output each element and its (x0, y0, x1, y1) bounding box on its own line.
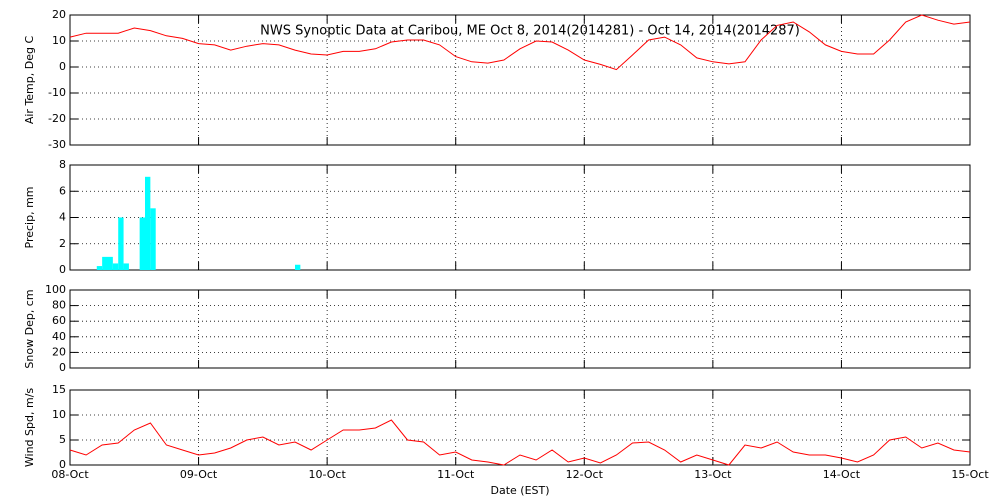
chart-title: NWS Synoptic Data at Caribou, ME Oct 8, … (260, 24, 800, 39)
y-axis-label: Air Temp, Deg C (23, 36, 36, 125)
y-tick-label: 0 (59, 60, 66, 73)
x-tick-label: 14-Oct (823, 468, 861, 481)
bar (107, 256, 113, 270)
plot-frame (69, 164, 971, 271)
data-line (69, 14, 971, 71)
y-tick-label: 40 (52, 330, 66, 343)
bar (295, 264, 301, 270)
bar (123, 263, 129, 270)
bar (96, 266, 103, 270)
x-tick-label: 10-Oct (308, 468, 346, 481)
x-axis-label: Date (EST) (490, 484, 549, 497)
bar (145, 176, 151, 270)
y-tick-label: 2 (59, 237, 66, 250)
y-tick-label: -10 (48, 86, 66, 99)
y-tick-label: 0 (59, 458, 66, 471)
plot-frame (69, 389, 971, 466)
y-tick-label: -30 (48, 138, 66, 151)
plot-frame (69, 289, 971, 369)
x-tick-label: 15-Oct (951, 468, 989, 481)
plot-frame (69, 14, 971, 146)
y-tick-label: -20 (48, 112, 66, 125)
y-tick-label: 0 (59, 361, 66, 374)
y-tick-label: 6 (59, 184, 66, 197)
y-axis-label: Precip, mm (23, 187, 36, 249)
y-tick-label: 8 (59, 158, 66, 171)
bar (112, 263, 119, 270)
y-tick-label: 15 (52, 383, 66, 396)
y-tick-label: 100 (45, 283, 66, 296)
y-tick-label: 60 (52, 314, 66, 327)
x-tick-label: 12-Oct (566, 468, 604, 481)
y-axis-label: Wind Spd, m/s (23, 388, 36, 468)
y-tick-label: 10 (52, 408, 66, 421)
bar (102, 256, 108, 270)
y-tick-label: 20 (52, 8, 66, 21)
bar (150, 208, 156, 270)
y-tick-label: 5 (59, 433, 66, 446)
y-tick-label: 20 (52, 345, 66, 358)
x-tick-label: 09-Oct (180, 468, 218, 481)
y-tick-label: 80 (52, 299, 66, 312)
x-tick-label: 13-Oct (694, 468, 732, 481)
bar (139, 217, 145, 270)
y-axis-label: Snow Dep, cm (23, 289, 36, 368)
y-tick-label: 10 (52, 34, 66, 47)
y-tick-label: 0 (59, 263, 66, 276)
x-tick-label: 08-Oct (51, 468, 89, 481)
x-tick-label: 11-Oct (437, 468, 475, 481)
y-tick-label: 4 (59, 211, 66, 224)
data-line (69, 419, 971, 466)
bar (118, 217, 124, 270)
